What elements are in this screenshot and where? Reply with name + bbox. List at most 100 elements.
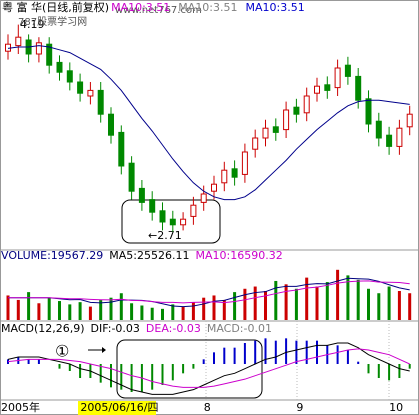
candle-body xyxy=(15,36,22,47)
candle-body xyxy=(283,109,290,131)
volume-bar xyxy=(408,293,412,320)
indicator-label: MA10:3.51 xyxy=(246,1,305,14)
candle-body xyxy=(272,126,279,133)
candle-body xyxy=(180,218,187,226)
candle-body xyxy=(365,98,372,125)
volume-bar xyxy=(191,302,195,320)
candle-body xyxy=(97,89,104,115)
volume-bar xyxy=(161,308,164,320)
indicator-label: DEA:-0.03 xyxy=(146,322,201,335)
volume-bar xyxy=(264,291,267,320)
price-annotation: ←2.71 xyxy=(148,229,182,242)
volume-bar xyxy=(109,297,113,320)
volume-bar xyxy=(377,293,381,320)
watermark: 787股票学习网 xyxy=(18,15,87,28)
candle-body xyxy=(190,204,197,217)
candle-body xyxy=(314,85,320,94)
candle-body xyxy=(46,43,53,66)
candle-body xyxy=(334,67,341,89)
indicator-label: MA10:16590.32 xyxy=(195,249,282,262)
macd-line xyxy=(7,348,410,388)
ma-line xyxy=(7,45,410,201)
volume-bar xyxy=(27,292,31,320)
volume-bar xyxy=(233,292,237,320)
volume-bar xyxy=(119,293,123,320)
x-tick-label: 8 xyxy=(204,401,211,414)
candle-body xyxy=(200,193,207,203)
candle-body xyxy=(128,162,135,192)
candle-body xyxy=(169,218,176,226)
volume-ma-line xyxy=(8,277,410,308)
candle-body xyxy=(241,151,248,175)
volume-bar xyxy=(202,297,206,320)
chart-title: 粤 富 华(日线,前复权) xyxy=(2,0,109,14)
volume-bar xyxy=(78,302,82,320)
volume-bar xyxy=(47,297,51,320)
volume-bar xyxy=(58,301,61,320)
candle-body xyxy=(386,134,393,147)
volume-bar xyxy=(346,275,350,320)
candle-body xyxy=(355,75,362,101)
volume-bar xyxy=(305,277,309,320)
volume-bar xyxy=(397,291,401,320)
volume-bar xyxy=(367,288,370,320)
candle-body xyxy=(108,113,114,136)
volume-bar xyxy=(336,269,340,320)
highlight-box xyxy=(116,339,263,399)
volume-bar xyxy=(16,299,20,320)
volume-bar xyxy=(88,306,92,320)
candle-body xyxy=(149,199,156,213)
x-tick-label: 10 xyxy=(389,401,403,414)
volume-bar xyxy=(212,295,216,320)
indicator-label: VOLUME:19567.29 xyxy=(1,249,103,262)
candle-body xyxy=(293,106,300,115)
volume-bar xyxy=(68,304,72,320)
date-highlight xyxy=(78,401,156,415)
volume-bar xyxy=(294,288,298,320)
volume-bar xyxy=(356,279,360,320)
indicator-label: MA5:25526.11 xyxy=(109,249,189,262)
indicator-label: MA10:3.51 xyxy=(178,1,237,14)
volume-bar xyxy=(284,284,288,320)
volume-bar xyxy=(243,288,247,320)
candle-body xyxy=(66,70,73,83)
volume-bar xyxy=(140,305,144,320)
indicator-label: MACD(12,26,9) xyxy=(1,322,85,335)
candle-body xyxy=(56,61,63,73)
circled-annotation: ① xyxy=(55,342,69,361)
candle-body xyxy=(262,127,269,139)
x-tick-label: 2005年 xyxy=(1,400,40,414)
arrow-head xyxy=(102,347,106,353)
candle-body xyxy=(375,120,382,139)
volume-bar xyxy=(274,280,278,320)
volume-bar xyxy=(222,299,226,320)
candle-body xyxy=(406,113,413,128)
volume-bar xyxy=(150,307,154,320)
candle-body xyxy=(396,127,403,147)
volume-bar xyxy=(315,286,319,320)
indicator-label: MACD:-0.01 xyxy=(207,322,272,335)
indicator-label: MA10:3.51 xyxy=(111,1,170,14)
volume-bar xyxy=(387,286,391,320)
candle-body xyxy=(231,168,238,178)
volume-bar xyxy=(253,286,257,320)
volume-bar xyxy=(325,282,329,320)
price-annotation: 4.19 xyxy=(20,18,45,31)
volume-bar xyxy=(181,306,185,320)
candle-body xyxy=(159,210,166,223)
x-tick-label: 2005/06/16/四 xyxy=(80,401,158,414)
candle-body xyxy=(87,89,94,97)
candle-body xyxy=(77,81,84,94)
candle-body xyxy=(303,95,310,114)
volume-bar xyxy=(37,303,41,320)
candle-body xyxy=(35,42,42,55)
volume-bar xyxy=(6,295,10,320)
volume-bar xyxy=(130,303,134,320)
x-tick-label: 9 xyxy=(296,401,303,414)
candle-body xyxy=(211,183,217,192)
candle-body xyxy=(221,169,228,184)
macd-line xyxy=(7,342,410,395)
highlight-box xyxy=(121,199,221,244)
indicator-label: DIF:-0.03 xyxy=(91,322,140,335)
